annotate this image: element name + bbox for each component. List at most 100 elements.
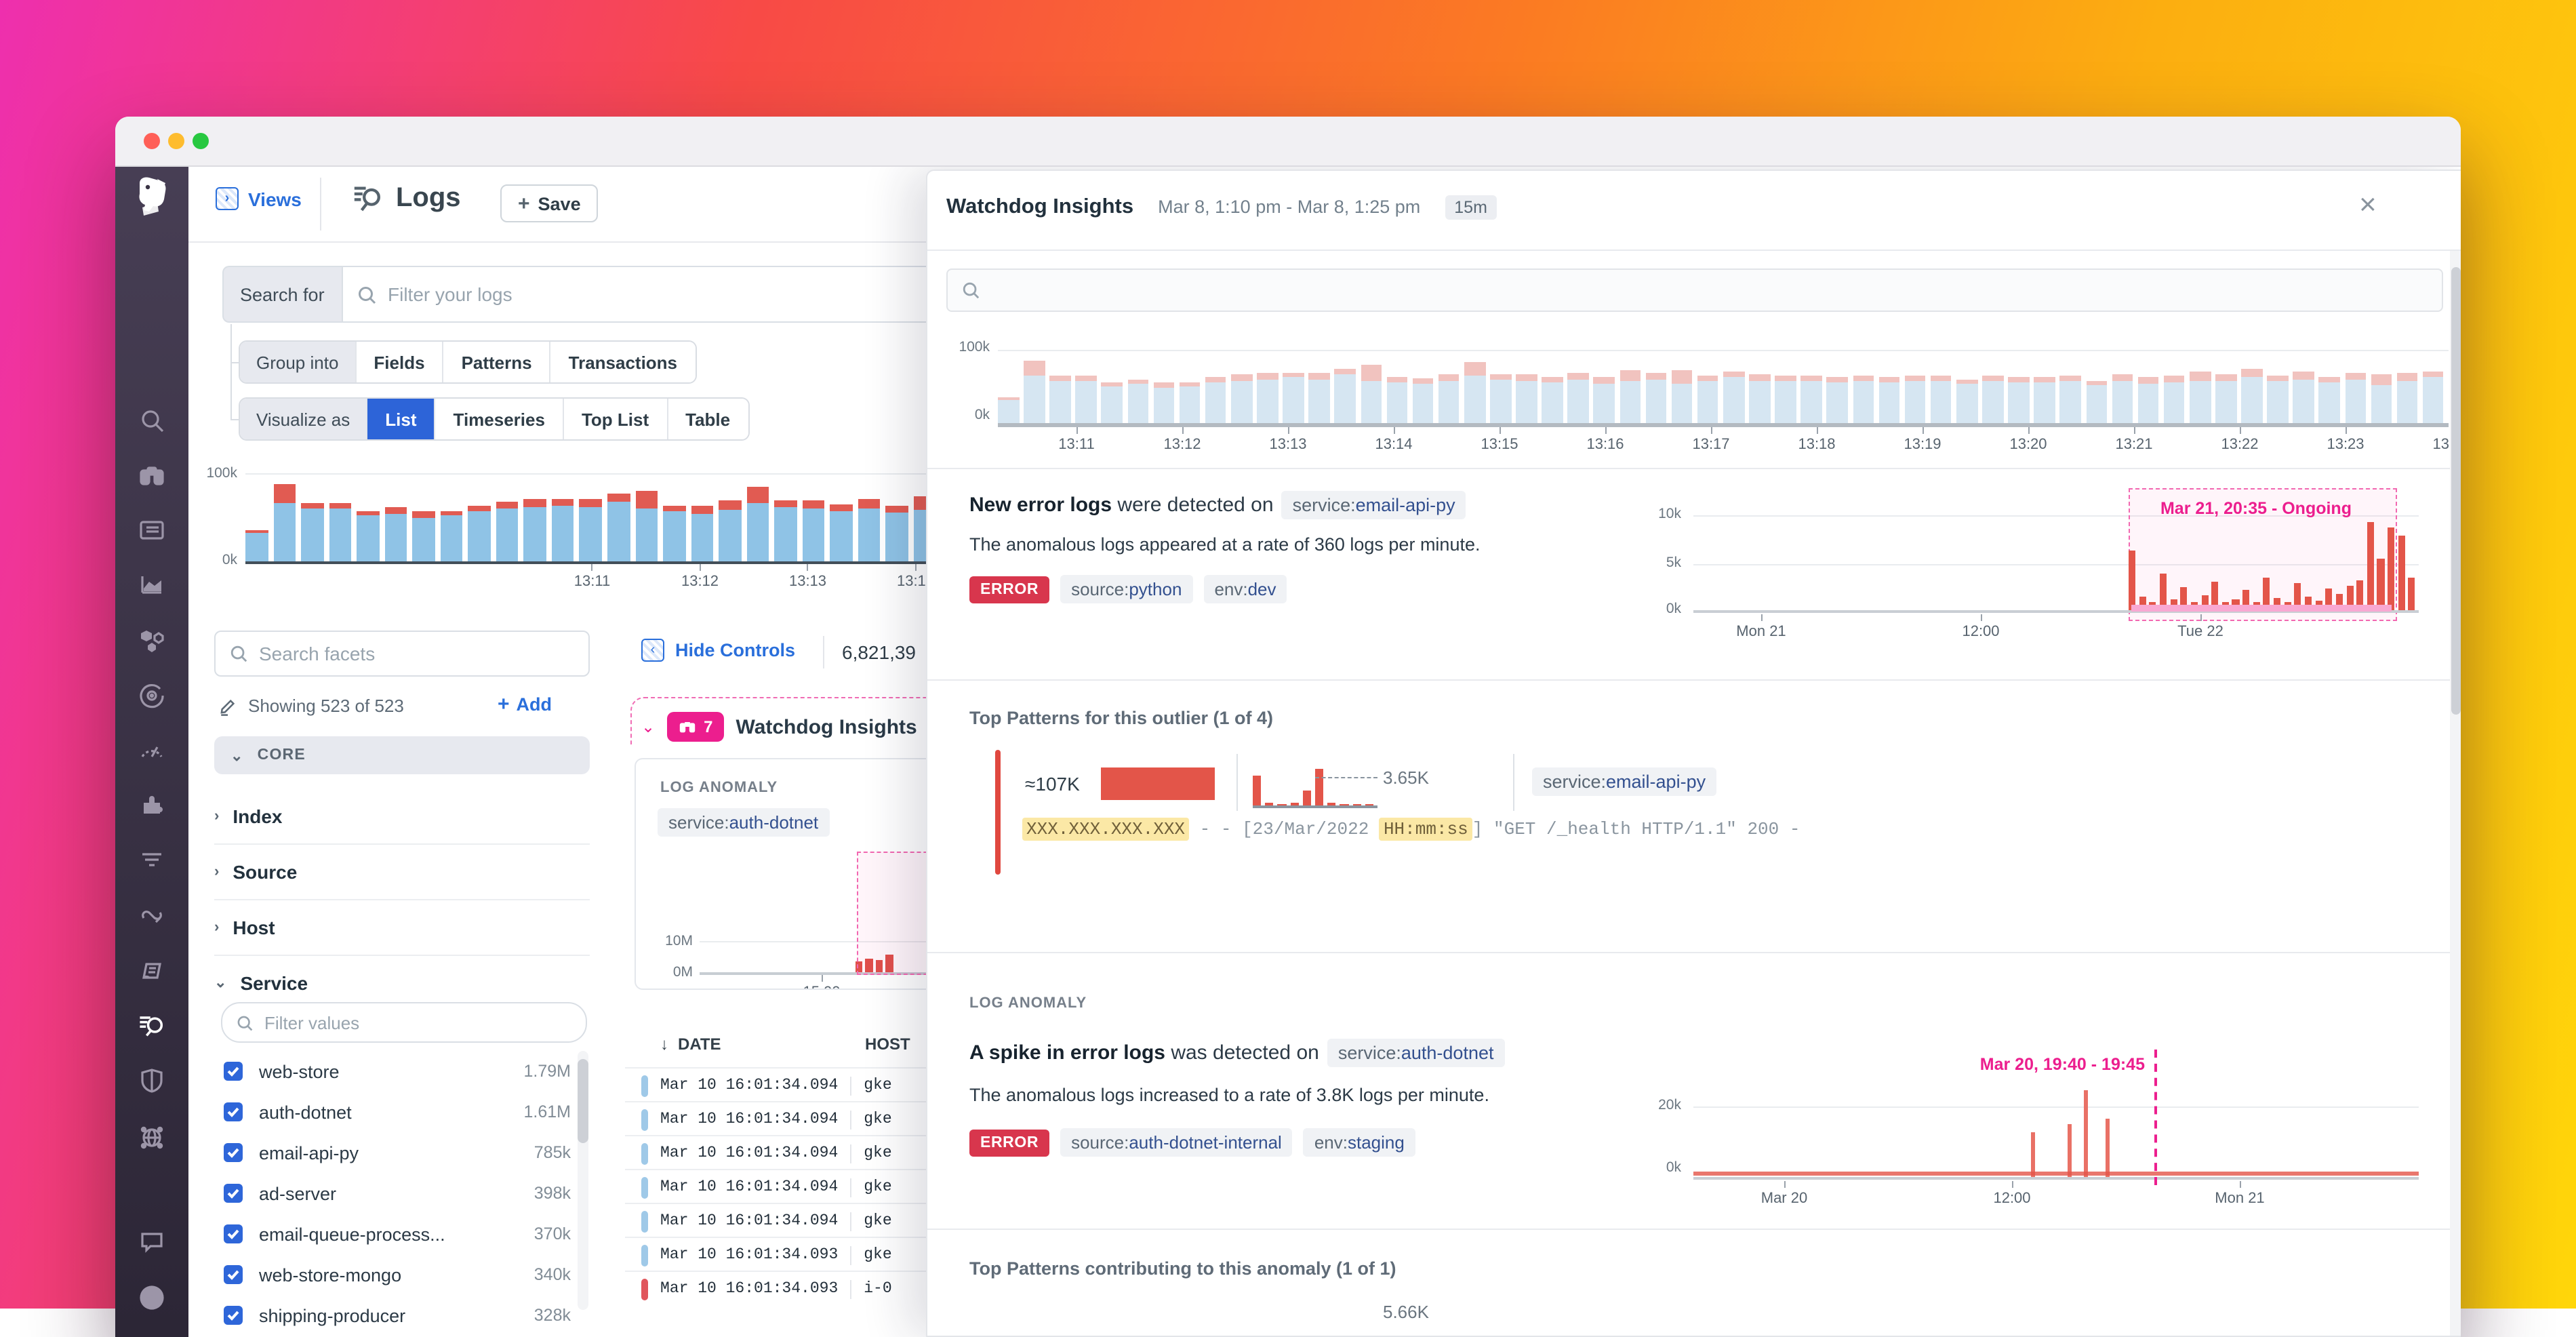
facet-service[interactable]: ⌄ Service [214,955,590,1010]
y-axis-label: 0k [1666,601,1681,617]
logs-search-input[interactable]: Filter your logs [342,266,1003,323]
log-table-row[interactable]: Mar 10 16:01:34.094 gke [625,1067,1005,1102]
search-icon [230,645,247,662]
tab-top-list[interactable]: Top List [562,399,667,439]
service-tag[interactable]: service: email-api-py [1281,491,1466,519]
close-window-button[interactable] [144,133,160,149]
facet-value-row[interactable]: email-queue-process... 370k [224,1214,571,1254]
sidebar-item-metrics[interactable] [115,561,188,607]
overlay-scrollbar[interactable] [2450,251,2461,1336]
facet-index[interactable]: › Index [214,788,590,845]
facet-group-core[interactable]: ⌄ CORE [214,736,590,774]
tab-patterns[interactable]: Patterns [442,342,550,382]
checkbox-checked[interactable] [224,1306,243,1325]
plus-icon: + [518,192,530,215]
sidebar-item-synthetics[interactable] [115,892,188,938]
sidebar-item-monitors-gauge[interactable] [115,728,188,774]
divider [823,636,824,668]
tab-table[interactable]: Table [666,399,748,439]
log-table-row[interactable]: Mar 10 16:01:34.093 i-0 [625,1271,1005,1306]
add-facet-button[interactable]: + Add [498,693,552,716]
error-spike-bars [1693,1059,2419,1177]
facet-value-row[interactable]: auth-dotnet 1.61M [224,1092,571,1132]
search-facets-input[interactable]: Search facets [214,631,590,677]
checkbox-checked[interactable] [224,1062,243,1081]
top-patterns-header-2: Top Patterns contributing to this anomal… [969,1258,1396,1279]
sidebar-item-watchdog[interactable] [115,453,188,499]
hide-controls-button[interactable]: ‹ Hide Controls [641,639,795,662]
edit-pencil-icon[interactable] [218,696,237,715]
facet-value-row[interactable]: web-store 1.79M [224,1051,571,1092]
x-tick-label: Mon 21 [1651,614,1871,640]
table-header-host[interactable]: HOST [865,1035,926,1054]
sidebar-item-dashboards[interactable] [115,507,188,553]
sidebar-item-integrations[interactable] [115,782,188,829]
service-tag[interactable]: service: auth-dotnet [658,808,830,837]
filter-values-input[interactable]: Filter values [221,1002,587,1043]
sidebar-item-security[interactable] [115,1058,188,1104]
env-tag[interactable]: env: staging [1303,1128,1415,1157]
tab-transactions[interactable]: Transactions [549,342,696,382]
tab-list[interactable]: List [366,399,435,439]
facet-scrollbar[interactable] [578,1051,588,1310]
log-table-row[interactable]: Mar 10 16:01:34.093 gke [625,1237,1005,1272]
facet-source[interactable]: › Source [214,843,590,900]
facet-scrollbar-thumb[interactable] [578,1059,588,1143]
bar [1516,374,1537,423]
facet-value-row[interactable]: web-store-mongo 340k [224,1254,571,1295]
tag-value: email-api-py [1606,772,1706,792]
tab-timeseries[interactable]: Timeseries [434,399,563,439]
tab-fields[interactable]: Fields [355,342,443,382]
watchdog-badge: 7 [667,712,724,742]
x-tick-label: 13:11 [538,564,646,590]
views-icon: › [216,187,239,210]
zoom-window-button[interactable] [193,133,209,149]
sidebar-item-notebooks[interactable] [115,948,188,994]
checkbox-checked[interactable] [224,1143,243,1162]
help-icon[interactable]: ? [115,1275,188,1321]
sidebar-item-apm[interactable] [115,673,188,719]
sidebar-item-infrastructure[interactable] [115,617,188,663]
env-tag[interactable]: env: dev [1203,575,1287,603]
facet-value-row[interactable]: shipping-producer 328k [224,1295,571,1336]
bar [1361,365,1382,423]
log-table-row[interactable]: Mar 10 16:01:34.094 gke [625,1169,1005,1204]
log-anomaly-card[interactable]: LOG ANOMALY service:auth-dotnet 10M 0M 1… [635,758,927,990]
sidebar-item-pipelines[interactable] [115,837,188,883]
bar [1265,803,1274,805]
sidebar-item-search[interactable] [115,397,188,443]
support-chat-icon[interactable] [115,1219,188,1265]
source-tag[interactable]: source: auth-dotnet-internal [1060,1128,1293,1157]
divider [850,1144,852,1163]
log-table-row[interactable]: Mar 10 16:01:34.094 gke [625,1101,1005,1136]
overlay-scrollbar-thumb[interactable] [2451,267,2461,715]
x-tick-label: 13:15 [1447,427,1552,453]
views-button[interactable]: › Views [216,187,302,210]
facet-value-row[interactable]: email-api-py 785k [224,1132,571,1173]
overview-histogram[interactable] [998,347,2449,423]
bar [2211,582,2219,610]
card-chart-bars [700,925,927,972]
sidebar-item-logs[interactable] [115,1002,188,1048]
service-tag[interactable]: service: email-api-py [1532,767,1717,796]
log-volume-bars[interactable] [245,468,969,561]
facet-host[interactable]: › Host [214,899,590,956]
bar [245,530,268,561]
minimize-window-button[interactable] [168,133,184,149]
checkbox-checked[interactable] [224,1184,243,1203]
checkbox-checked[interactable] [224,1265,243,1284]
close-icon[interactable]: × [2359,187,2377,221]
table-header-date[interactable]: ↓ DATE [660,1035,721,1054]
facet-value-row[interactable]: ad-server 398k [224,1173,571,1214]
sidebar-item-network[interactable] [115,1115,188,1161]
log-table-row[interactable]: Mar 10 16:01:34.094 gke [625,1203,1005,1238]
insights-search-input[interactable] [946,268,2443,312]
source-tag[interactable]: source: python [1060,575,1193,603]
save-button[interactable]: + Save [500,184,599,222]
y-axis-label: 0k [1666,1159,1681,1176]
watchdog-insights-banner[interactable]: ⌄ 7 Watchdog Insights [641,712,917,742]
checkbox-checked[interactable] [224,1102,243,1121]
service-tag[interactable]: service: auth-dotnet [1327,1039,1505,1067]
log-table-row[interactable]: Mar 10 16:01:34.094 gke [625,1135,1005,1170]
checkbox-checked[interactable] [224,1224,243,1243]
